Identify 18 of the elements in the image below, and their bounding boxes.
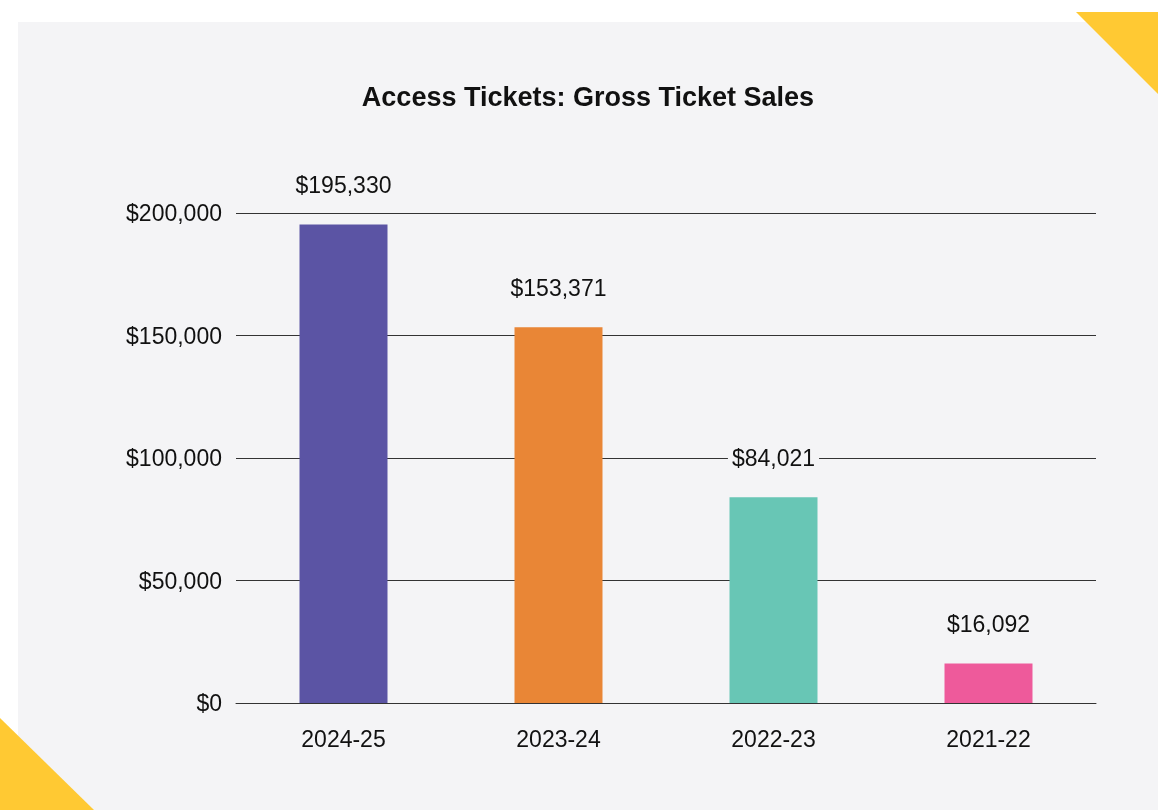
bar bbox=[729, 497, 818, 703]
y-tick-label: $100,000 bbox=[126, 445, 222, 471]
y-tick-label: $0 bbox=[196, 690, 222, 716]
bar bbox=[299, 224, 388, 703]
x-tick-label: 2022-23 bbox=[731, 725, 816, 752]
y-tick-label: $150,000 bbox=[126, 322, 222, 349]
y-tick-label: $50,000 bbox=[138, 567, 222, 594]
data-label: $153,371 bbox=[510, 274, 607, 301]
y-tick-label: $200,000 bbox=[126, 200, 222, 226]
bar bbox=[944, 663, 1033, 703]
chart-title: Access Tickets: Gross Ticket Sales bbox=[361, 81, 815, 112]
data-label: $195,330 bbox=[295, 171, 392, 198]
data-label: $84,021 bbox=[731, 444, 816, 471]
data-label: $16,092 bbox=[946, 611, 1031, 638]
bar bbox=[514, 327, 603, 703]
x-tick-label: 2023-24 bbox=[516, 725, 601, 752]
x-tick-label: 2024-25 bbox=[301, 725, 386, 752]
x-tick-label: 2021-22 bbox=[946, 725, 1031, 752]
